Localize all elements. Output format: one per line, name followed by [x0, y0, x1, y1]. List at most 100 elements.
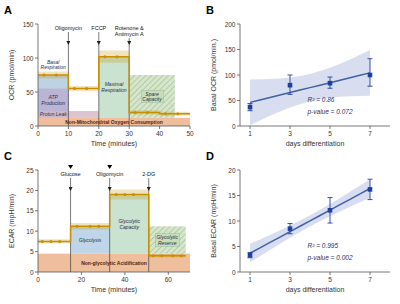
annotation: Rotenone &Antimycin A [115, 25, 144, 37]
y-tick-label: 5 [30, 248, 34, 255]
region [149, 226, 186, 253]
point [152, 254, 155, 257]
texts: Non-glycolytic AcidificationGlycolysisGl… [60, 171, 179, 266]
x-tick-label: 1 [248, 130, 252, 137]
region-label-line: Respiration [41, 64, 67, 70]
x-tick-label: 20 [78, 276, 86, 283]
axes: 01020304050050100150Time (minutes)OCR (p… [4, 4, 194, 148]
region [38, 118, 190, 126]
y-tick-label: 0 [30, 123, 34, 130]
y-tick [237, 49, 240, 50]
error-bar-cap [368, 199, 373, 200]
y-tick [35, 210, 38, 211]
x-tick-label: 30 [126, 130, 134, 137]
axes: 135705101520days differentiationBasal EC… [206, 150, 390, 294]
x-tick [330, 126, 331, 129]
point [41, 240, 44, 243]
x-tick [68, 126, 69, 129]
y-tick [237, 75, 240, 76]
y-tick-label: 100 [225, 72, 236, 79]
stat-text: p-value = 0.072 [307, 108, 353, 116]
region-label: Non-Mitochondrial Oxygen Consumption [65, 119, 163, 125]
annotation: FCCP [91, 25, 106, 31]
y-tick-label: 5 [232, 243, 236, 250]
y-tick [35, 231, 38, 232]
y-tick [35, 92, 38, 93]
y-tick [237, 100, 240, 101]
error-bar-cap [288, 75, 293, 76]
region-label-line: Capacity [119, 224, 139, 230]
error-bar-cap [328, 77, 333, 78]
annotation-line: Oligomycin [55, 25, 82, 31]
x-tick-label: 5 [328, 130, 332, 137]
x-tick [370, 126, 371, 129]
point [176, 112, 179, 115]
region-label: GlycolyticReserve [156, 234, 178, 246]
annotation-line: FCCP [91, 25, 106, 31]
annotation-line: Oligomycin [96, 171, 123, 177]
x-tick-label: 5 [328, 276, 332, 283]
error-bar [288, 75, 293, 94]
point [132, 193, 135, 196]
annotation-arrow [98, 32, 99, 44]
y-tick-label: 0 [232, 269, 236, 276]
point [328, 81, 333, 86]
x-tick-label: 20 [95, 130, 103, 137]
x-tick-label: 1 [248, 276, 252, 283]
x-axis-label: days differentiation [286, 140, 345, 148]
y-tick [35, 24, 38, 25]
y-tick [35, 58, 38, 59]
y-tick-label: 20 [26, 187, 34, 194]
panel-label: A [4, 4, 12, 16]
line [250, 189, 370, 254]
error-bar-cap [328, 88, 333, 89]
error-bar-cap [368, 86, 373, 87]
annotation: 2-DG [142, 171, 155, 177]
plot-area [248, 179, 373, 262]
y-axis-label: ECAR (mpH/min) [8, 194, 16, 248]
y-tick-label: 0 [30, 269, 34, 276]
annotation-arrow [109, 178, 110, 190]
region-hatch [149, 226, 186, 253]
error-bar [328, 77, 333, 88]
x-tick [38, 272, 39, 275]
point [55, 74, 58, 77]
annotation-arrow [68, 32, 69, 44]
error-bar-cap [328, 223, 333, 224]
x-tick-label: 0 [36, 276, 40, 283]
panel-label: D [206, 150, 214, 162]
annotation: Oligomycin [96, 171, 123, 177]
region-label: BasalRespiration [41, 59, 67, 71]
injection-marker [68, 165, 73, 169]
y-axis-line [38, 24, 39, 126]
point [43, 74, 46, 77]
point [73, 87, 76, 90]
x-tick [129, 126, 130, 129]
error-band [38, 190, 186, 258]
x-axis-line [38, 126, 190, 127]
point [248, 105, 253, 110]
region-label-line: Non-Mitochondrial Oxygen Consumption [65, 119, 163, 125]
x-tick [81, 272, 82, 275]
point [103, 55, 106, 58]
x-axis-label: Time (minutes) [91, 140, 137, 148]
point [97, 225, 100, 228]
y-tick [237, 170, 240, 171]
y-tick-label: 10 [228, 218, 236, 225]
region-label-line: Proton Leak [40, 111, 67, 117]
ci-band [250, 179, 370, 262]
texts: R² = 0.995p-value = 0.002 [307, 242, 353, 262]
error-bar-cap [248, 103, 253, 104]
y-tick-label: 200 [225, 21, 236, 28]
point [160, 254, 163, 257]
point [116, 55, 119, 58]
plot-area [248, 50, 373, 125]
error-bar [328, 198, 333, 224]
point [171, 254, 174, 257]
y-axis-label: Basal OCR (pmol/min.) [210, 39, 218, 111]
plot-area [38, 44, 190, 126]
error-bar-cap [288, 94, 293, 95]
y-tick-label: 150 [225, 46, 236, 53]
injection-marker [107, 165, 112, 169]
error-band [38, 51, 190, 116]
